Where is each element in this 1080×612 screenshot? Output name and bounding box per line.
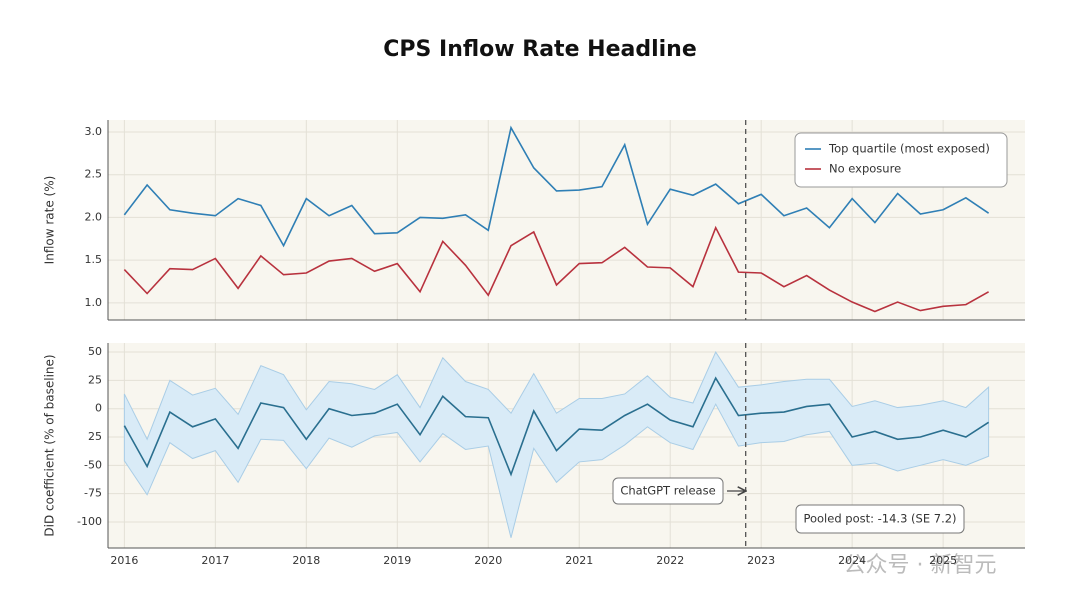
coefficient-line [123, 376, 990, 477]
series-line [123, 225, 990, 313]
series-line [123, 125, 990, 248]
y-axis-label: DiD coefficient (% of baseline) [43, 354, 57, 536]
annotation: Pooled post: -14.3 (SE 7.2) [803, 512, 956, 526]
y-tick-label: -100 [77, 515, 102, 528]
y-tick-label: -50 [84, 458, 102, 471]
legend-label: Top quartile (most exposed) [828, 142, 990, 156]
y-tick-label: 25 [88, 373, 102, 386]
legend-box [794, 132, 1008, 188]
y-tick-label: -75 [84, 487, 102, 500]
watermark: 公众号 · 新智元 [844, 553, 997, 578]
confidence-band [123, 351, 990, 538]
annotation-box [612, 477, 724, 505]
annotation-box [795, 504, 965, 534]
y-tick-label: 1.5 [85, 253, 103, 266]
y-tick-label: 2.5 [85, 168, 103, 181]
y-axis-label: Inflow rate (%) [43, 176, 57, 265]
x-tick-label: 2018 [292, 554, 320, 567]
chart-title: CPS Inflow Rate Headline [383, 37, 697, 62]
y-tick-label: 2.0 [85, 210, 103, 223]
x-tick-label: 2021 [565, 554, 593, 567]
y-tick-label: 1.0 [85, 296, 103, 309]
x-tick-label: 2023 [747, 554, 775, 567]
y-tick-label: 50 [88, 345, 102, 358]
annotation: ChatGPT release [620, 484, 715, 498]
legend-label: No exposure [829, 162, 901, 176]
x-tick-label: 2024 [838, 554, 866, 567]
x-tick-label: 2017 [201, 554, 229, 567]
x-tick-label: 2022 [656, 554, 684, 567]
x-tick-label: 2016 [110, 554, 138, 567]
y-tick-label: 25 [88, 430, 102, 443]
y-tick-label: 0 [95, 402, 102, 415]
x-tick-label: 2025 [929, 554, 957, 567]
x-tick-label: 2019 [383, 554, 411, 567]
y-tick-label: 3.0 [85, 125, 103, 138]
x-tick-label: 2020 [474, 554, 502, 567]
